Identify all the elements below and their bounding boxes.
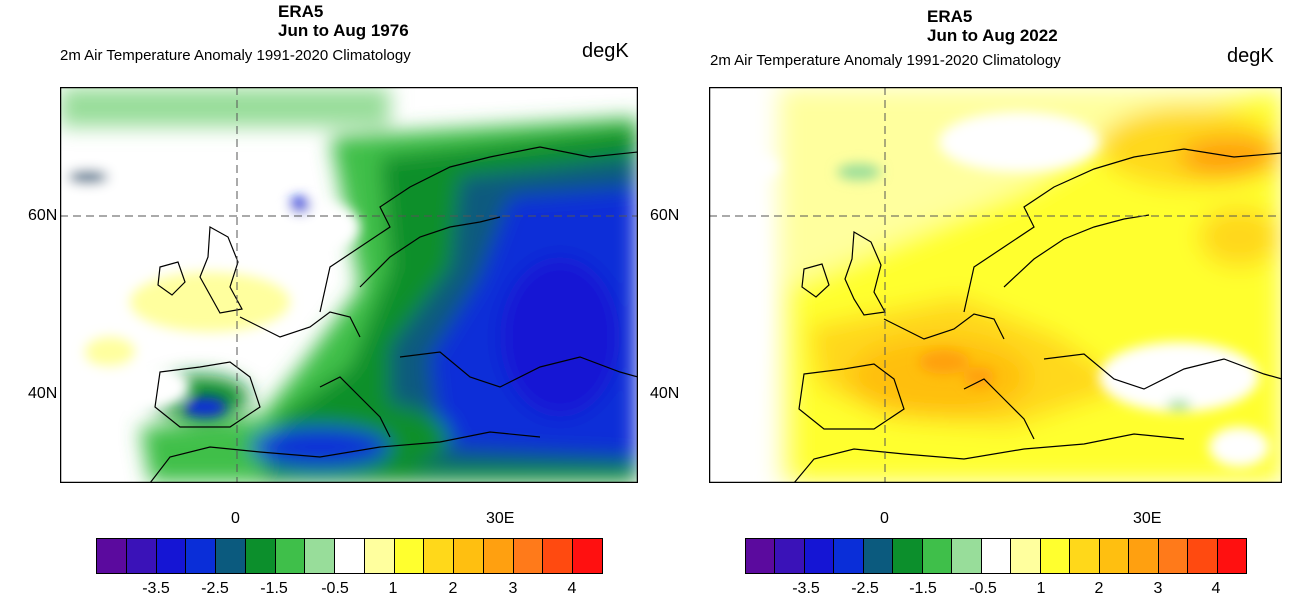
units-label: degK: [582, 40, 629, 62]
panel-title-line1: ERA5: [927, 7, 973, 26]
colorbar-tick-label: -2.5: [201, 580, 229, 597]
colorbar-tick-label: -2.5: [851, 580, 879, 597]
panel-2022: ERA5 Jun to Aug 2022 2m Air Temperature …: [649, 0, 1298, 605]
colorbar: [96, 538, 603, 574]
panel-1976: ERA5 Jun to Aug 1976 2m Air Temperature …: [28, 2, 638, 597]
lat-label-40n-left: 40N: [28, 385, 58, 402]
colorbar-tick-label: -1.5: [260, 580, 288, 597]
colorbar-swatch: [893, 539, 923, 573]
colorbar-swatch: [922, 539, 953, 573]
lon-label-30e: 30E: [486, 510, 515, 527]
colorbar-swatch: [513, 539, 544, 573]
colorbar-swatch: [454, 539, 484, 573]
colorbar-swatch: [863, 539, 894, 573]
anomaly-map-2022: [709, 87, 1282, 483]
colorbar-swatch: [394, 539, 425, 573]
map-frame: [709, 87, 1282, 483]
colorbar-swatch: [952, 539, 982, 573]
colorbar-swatch: [1158, 539, 1189, 573]
coastlines: [149, 146, 638, 483]
colorbar-swatch: [775, 539, 805, 573]
colorbar-swatch: [1129, 539, 1159, 573]
units-label: degK: [1227, 45, 1274, 67]
lon-label-0: 0: [880, 510, 889, 527]
graticule: [709, 87, 1282, 483]
colorbar-swatch: [97, 539, 127, 573]
lon-label-0: 0: [231, 510, 240, 527]
colorbar-tick-label: -3.5: [142, 580, 170, 597]
lat-label-40n: 40N: [650, 385, 680, 402]
colorbar-swatch: [981, 539, 1012, 573]
colorbar-swatch: [364, 539, 395, 573]
colorbar-swatch: [1011, 539, 1041, 573]
colorbar-tick-label: 3: [1153, 580, 1163, 597]
colorbar-tick-label: 2: [448, 580, 458, 597]
colorbar-swatch: [483, 539, 514, 573]
colorbar-swatch: [156, 539, 187, 573]
colorbar-swatch: [1217, 539, 1246, 573]
colorbar-swatch: [186, 539, 217, 573]
colorbar-tick-label: 1: [1036, 580, 1046, 597]
panel-title-line1: ERA5: [278, 2, 324, 21]
graticule: [60, 87, 638, 483]
colorbar-tick-label: -1.5: [909, 580, 937, 597]
panel-subtitle: 2m Air Temperature Anomaly 1991-2020 Cli…: [60, 47, 411, 64]
colorbar-swatch: [1188, 539, 1218, 573]
colorbar-swatch: [305, 539, 336, 573]
panel-title-line2: Jun to Aug 1976: [278, 21, 409, 40]
map-canvas: [709, 87, 1282, 483]
colorbar-swatch: [834, 539, 864, 573]
coastlines: [793, 148, 1282, 483]
lon-label-30e: 30E: [1133, 510, 1162, 527]
colorbar-swatch: [245, 539, 276, 573]
anomaly-map-1976: [60, 87, 638, 483]
lat-label-60n: 60N: [650, 207, 680, 224]
anomaly-field: [779, 87, 1282, 483]
colorbar-tick-label: 4: [567, 580, 577, 597]
colorbar-tick-label: 3: [508, 580, 518, 597]
panel-subtitle: 2m Air Temperature Anomaly 1991-2020 Cli…: [710, 52, 1061, 69]
map-frame: [60, 87, 638, 483]
colorbar-tick-label: 2: [1094, 580, 1104, 597]
colorbar-swatch: [335, 539, 365, 573]
colorbar-swatch: [126, 539, 157, 573]
colorbar-tick-label: -0.5: [321, 580, 349, 597]
colorbar-swatch: [216, 539, 246, 573]
colorbar-tick-label: 1: [388, 580, 398, 597]
colorbar-swatch: [1070, 539, 1100, 573]
lat-label-60n-left: 60N: [28, 207, 58, 224]
colorbar-swatch: [1040, 539, 1071, 573]
map-canvas: [60, 87, 638, 483]
colorbar-tick-label: -0.5: [969, 580, 997, 597]
colorbar-tick-label: 4: [1211, 580, 1221, 597]
anomaly-field: [60, 87, 638, 483]
colorbar-swatch: [424, 539, 455, 573]
colorbar-swatch: [543, 539, 574, 573]
colorbar-swatch: [804, 539, 835, 573]
colorbar-swatch: [1099, 539, 1130, 573]
colorbar: [745, 538, 1247, 574]
colorbar-swatch: [573, 539, 603, 573]
panel-title-line2: Jun to Aug 2022: [927, 26, 1058, 45]
colorbar-swatch: [746, 539, 776, 573]
colorbar-tick-label: -3.5: [792, 580, 820, 597]
colorbar-swatch: [275, 539, 306, 573]
